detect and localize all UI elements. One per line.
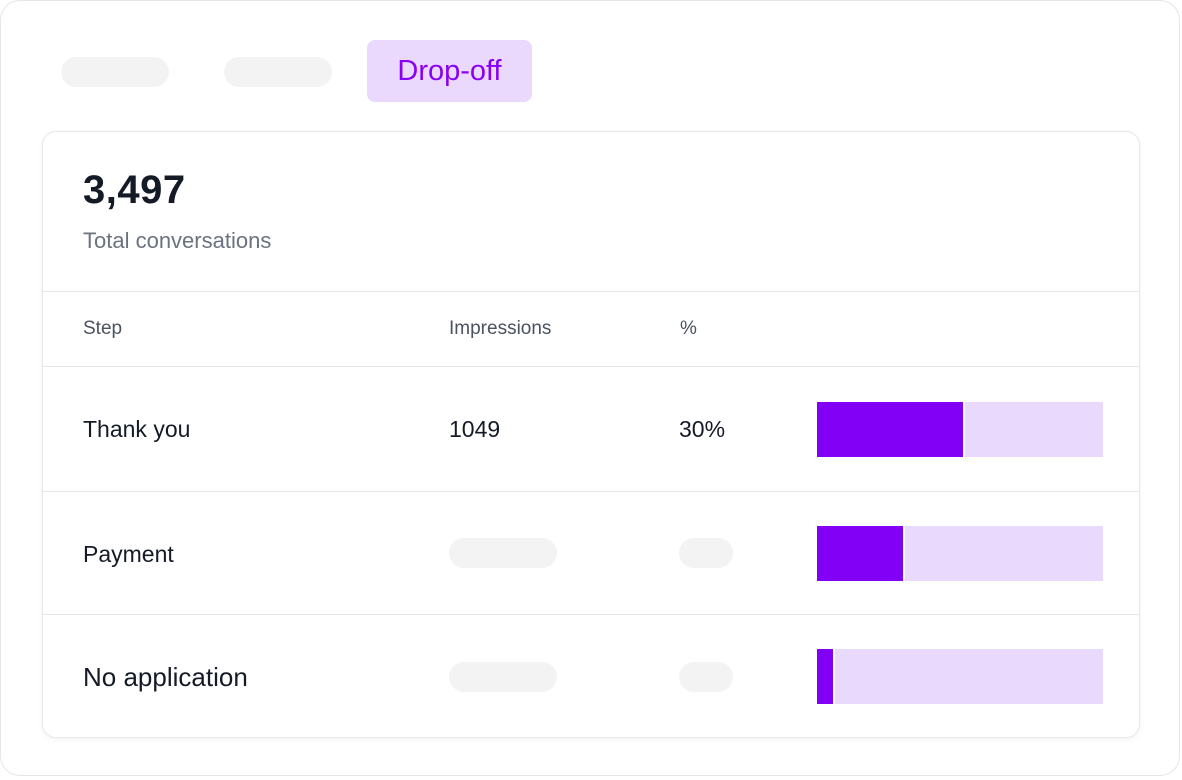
divider (43, 491, 1139, 492)
progress-fill-payment (817, 526, 905, 581)
progress-fill-no-application (817, 649, 835, 704)
percent-placeholder (679, 662, 733, 692)
drop-off-card: 3,497 Total conversations Step Impressio… (42, 131, 1140, 738)
tab-drop-off[interactable]: Drop-off (367, 40, 532, 102)
row-step-no-application: No application (83, 662, 248, 692)
row-step-thank-you: Thank you (83, 416, 191, 442)
column-header-step: Step (83, 318, 123, 339)
percent-placeholder (679, 538, 733, 568)
total-conversations-value: 3,497 (83, 168, 186, 212)
tab-placeholder-1[interactable] (61, 57, 169, 87)
divider (43, 366, 1139, 367)
impressions-placeholder (449, 538, 557, 568)
total-conversations-label: Total conversations (83, 228, 272, 253)
tab-drop-off-label: Drop-off (397, 54, 502, 87)
progress-bar-thank-you (817, 402, 1103, 457)
column-header-impressions: Impressions (449, 318, 552, 339)
column-header-percent: % (680, 318, 697, 339)
progress-fill-thank-you (817, 402, 965, 457)
row-step-payment: Payment (83, 541, 174, 567)
row-percent-thank-you: 30% (679, 416, 726, 442)
progress-bar-no-application (817, 649, 1103, 704)
divider (43, 291, 1139, 292)
tab-placeholder-2[interactable] (224, 57, 332, 87)
progress-bar-payment (817, 526, 1103, 581)
row-impressions-thank-you: 1049 (449, 416, 501, 442)
impressions-placeholder (449, 662, 557, 692)
divider (43, 614, 1139, 615)
